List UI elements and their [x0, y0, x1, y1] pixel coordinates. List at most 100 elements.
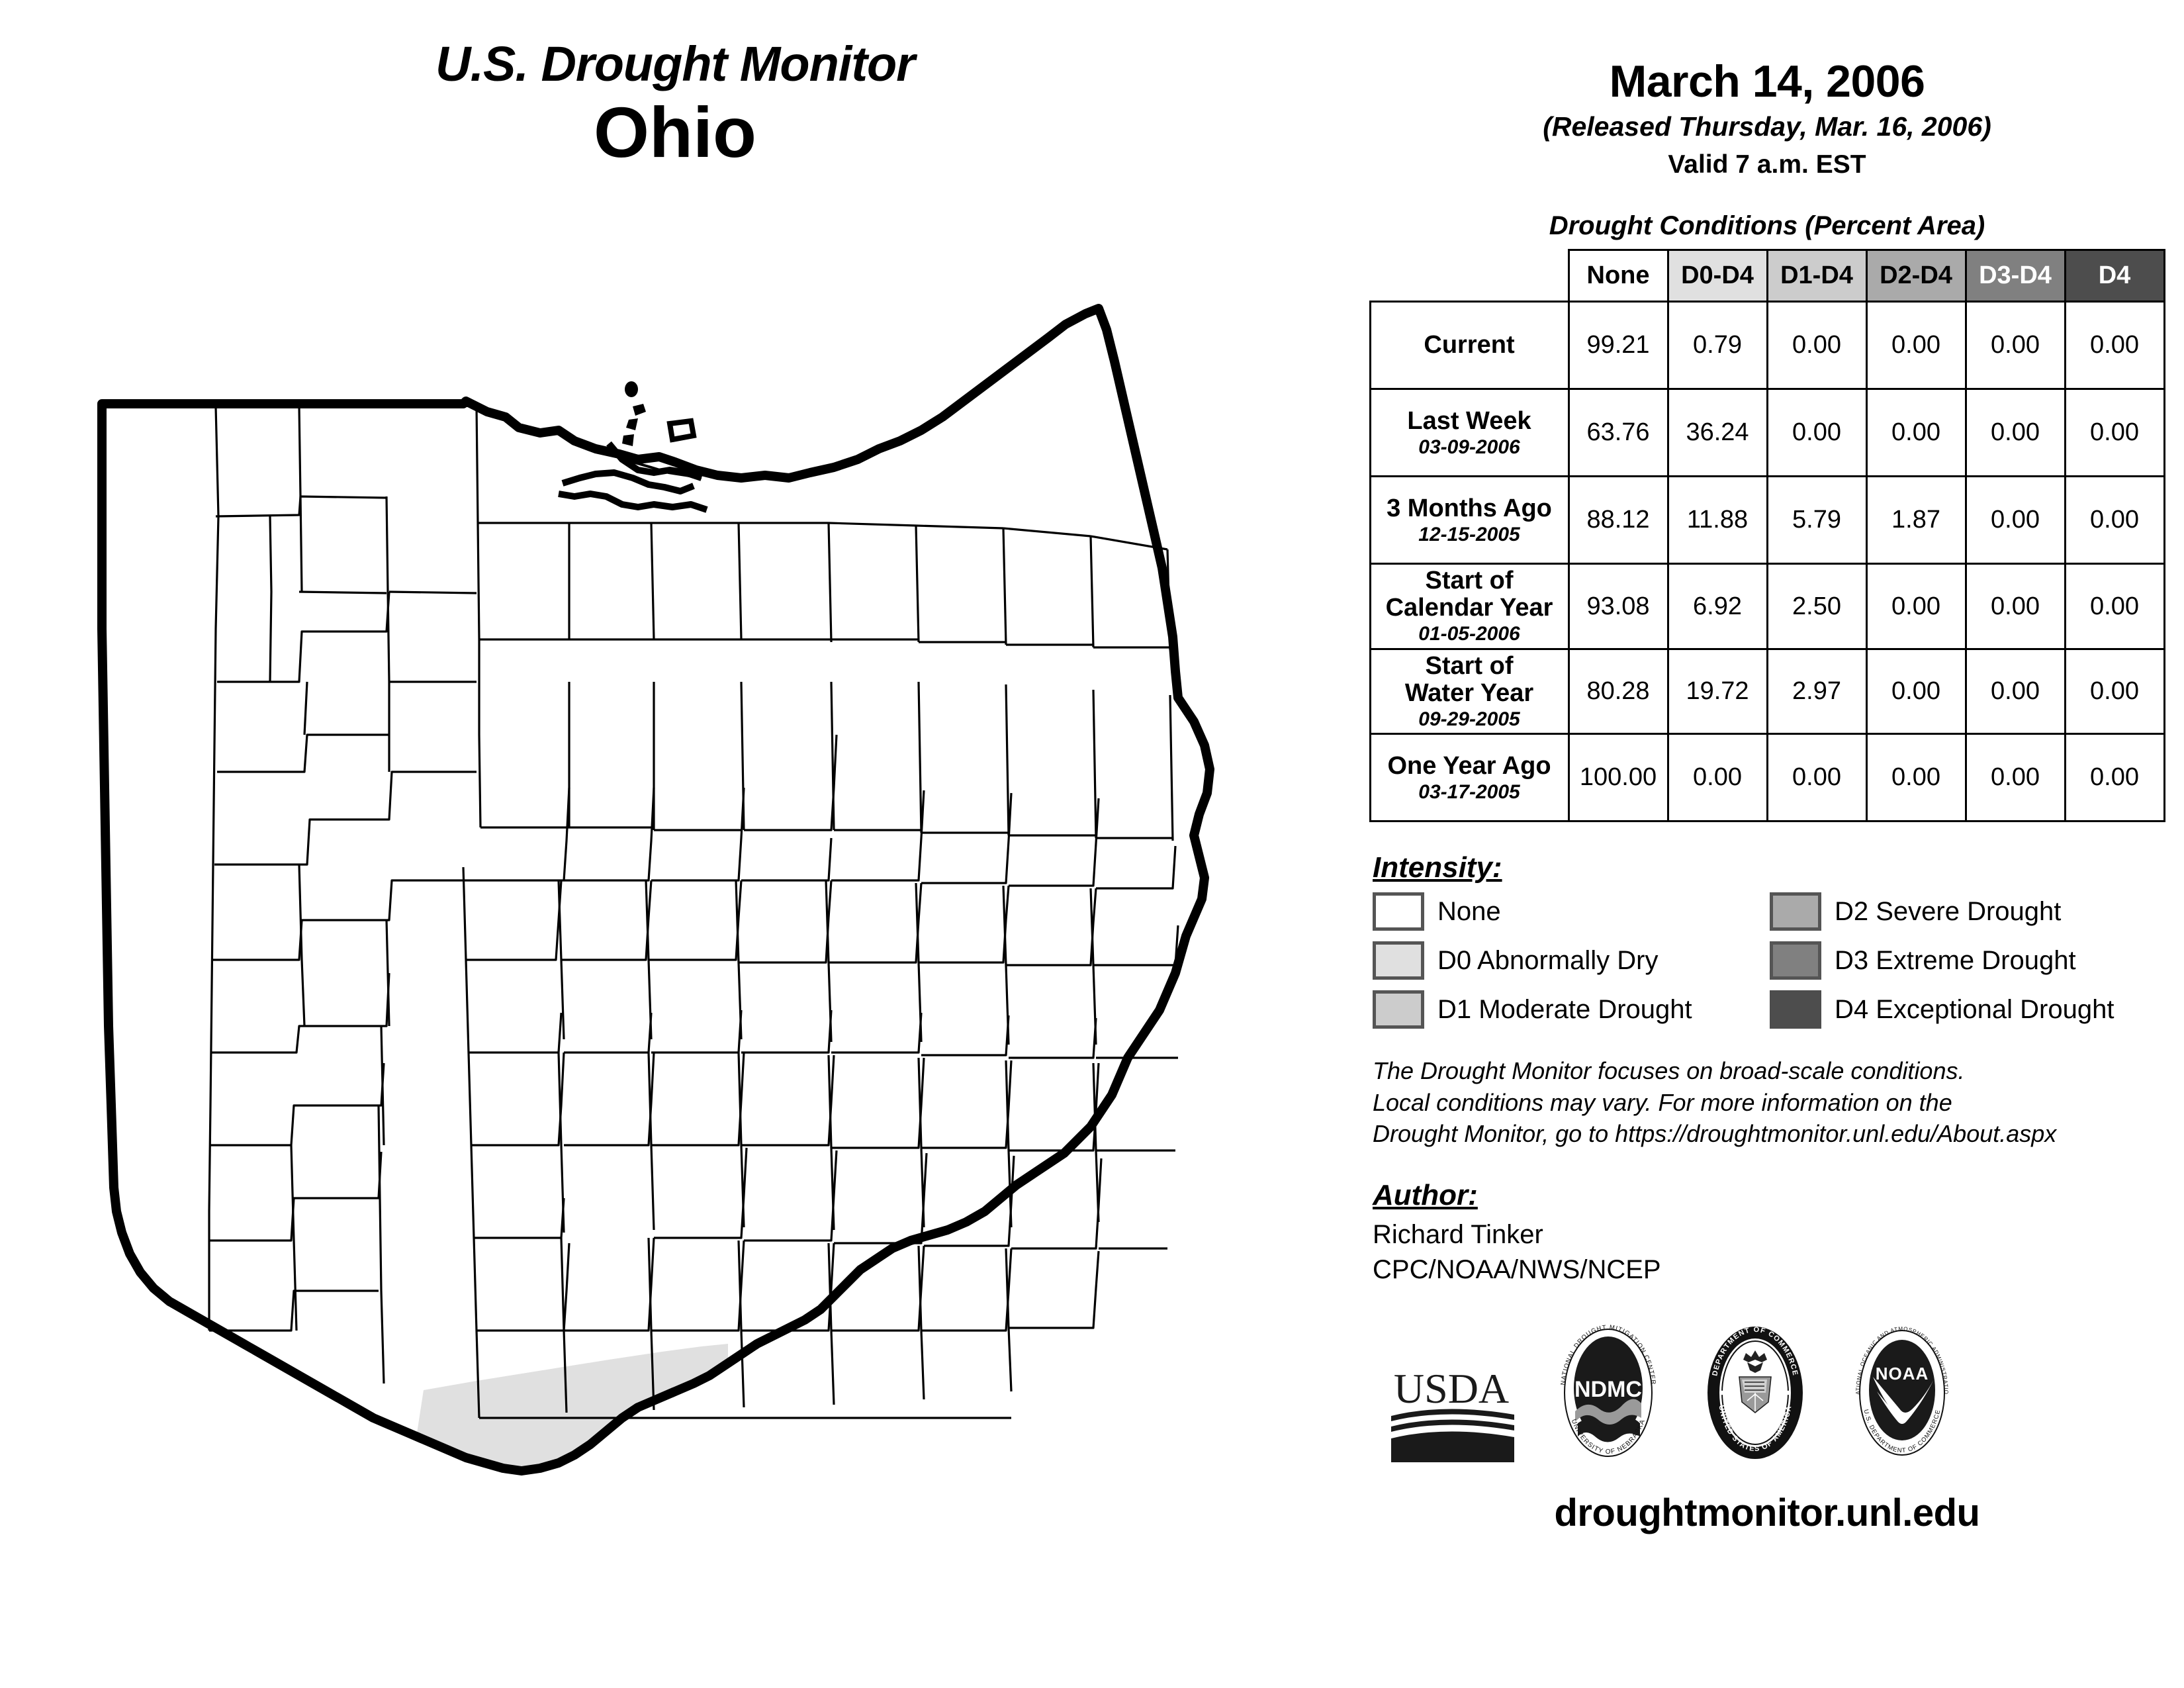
logo-row: USDA NDMC NATIONAL DROUGHT MITIGATION CE… [1382, 1319, 2184, 1464]
cell-caly-d0d4: 6.92 [1666, 563, 1768, 650]
cell-3months-none: 88.12 [1567, 475, 1669, 565]
cell-caly-d3d4: 0.00 [1964, 563, 2066, 650]
cell-lastweek-d2d4: 0.00 [1865, 388, 1967, 478]
cell-3months-d2d4: 1.87 [1865, 475, 1967, 565]
cell-wy-d4: 0.00 [2064, 647, 2165, 735]
legend-swatch-d4 [1770, 990, 1821, 1029]
table-row: Start of Water Year 09-29-2005 80.28 19.… [1369, 647, 2165, 735]
legend-label-d2: D2 Severe Drought [1835, 897, 2062, 927]
row-label-current: Current [1369, 301, 1570, 391]
cell-wy-d0d4: 19.72 [1666, 647, 1768, 735]
legend-label-d0: D0 Abnormally Dry [1437, 946, 1659, 976]
legend-item-none: None [1373, 892, 1770, 931]
table-header-row: None D0-D4 D1-D4 D2-D4 D3-D4 D4 [1370, 249, 2165, 303]
legend-label-d4: D4 Exceptional Drought [1835, 995, 2115, 1025]
cell-oya-d1d4: 0.00 [1766, 733, 1868, 823]
intensity-legend: None D2 Severe Drought D0 Abnormally Dry… [1373, 892, 2184, 1029]
ndmc-logo: NDMC NATIONAL DROUGHT MITIGATION CENTER … [1559, 1324, 1656, 1458]
cell-oya-d2d4: 0.00 [1865, 733, 1967, 823]
cell-caly-d1d4: 2.50 [1766, 563, 1868, 650]
cell-3months-d1d4: 5.79 [1766, 475, 1868, 565]
release-date: (Released Thursday, Mar. 16, 2006) [1543, 111, 1991, 142]
map-panel: U.S. Drought Monitor Ohio [40, 36, 1324, 1582]
legend-swatch-d0 [1373, 941, 1424, 980]
info-panel: March 14, 2006 (Released Thursday, Mar. … [1350, 0, 2184, 1688]
cell-oya-d0d4: 0.00 [1666, 733, 1768, 823]
row-label-3-months-ago: 3 Months Ago 12-15-2005 [1369, 475, 1570, 565]
table-row: Last Week 03-09-2006 63.76 36.24 0.00 0.… [1369, 388, 2165, 478]
cell-oya-none: 100.00 [1567, 733, 1669, 823]
table-caption: Drought Conditions (Percent Area) [1549, 211, 1985, 241]
cell-caly-d4: 0.00 [2064, 563, 2165, 650]
legend-swatch-d1 [1373, 990, 1424, 1029]
cell-oya-d3d4: 0.00 [1964, 733, 2066, 823]
cell-3months-d0d4: 11.88 [1666, 475, 1768, 565]
cell-current-d0d4: 0.79 [1666, 301, 1768, 391]
column-header-d2d4: D2-D4 [1865, 249, 1967, 303]
cell-lastweek-none: 63.76 [1567, 388, 1669, 478]
author-name: Richard Tinker [1373, 1219, 1543, 1249]
intensity-heading: Intensity: [1373, 851, 1502, 884]
cell-current-d1d4: 0.00 [1766, 301, 1868, 391]
county-boundaries [208, 400, 1179, 1419]
column-header-d3d4: D3-D4 [1964, 249, 2066, 303]
legend-label-d3: D3 Extreme Drought [1835, 946, 2076, 976]
legend-swatch-none [1373, 892, 1424, 931]
legend-item-d0: D0 Abnormally Dry [1373, 941, 1770, 980]
column-header-d4: D4 [2064, 249, 2165, 303]
row-label-one-year-ago: One Year Ago 03-17-2005 [1369, 733, 1570, 823]
row-label-last-week: Last Week 03-09-2006 [1369, 388, 1570, 478]
ohio-map-svg[interactable] [40, 285, 1324, 1582]
svg-text:NOAA: NOAA [1876, 1364, 1929, 1383]
cell-wy-d2d4: 0.00 [1865, 647, 1967, 735]
table-row: One Year Ago 03-17-2005 100.00 0.00 0.00… [1369, 733, 2165, 823]
cell-lastweek-d3d4: 0.00 [1964, 388, 2066, 478]
legend-item-d4: D4 Exceptional Drought [1770, 990, 2167, 1029]
legend-item-d3: D3 Extreme Drought [1770, 941, 2167, 980]
drought-conditions-table: None D0-D4 D1-D4 D2-D4 D3-D4 D4 Current … [1369, 249, 2165, 823]
legend-swatch-d3 [1770, 941, 1821, 980]
cell-caly-none: 93.08 [1567, 563, 1669, 650]
cell-oya-d4: 0.00 [2064, 733, 2165, 823]
table-corner-cell [1370, 250, 1569, 302]
legend-item-d1: D1 Moderate Drought [1373, 990, 1770, 1029]
table-row: Current 99.21 0.79 0.00 0.00 0.00 0.00 [1369, 301, 2165, 391]
cell-current-none: 99.21 [1567, 301, 1669, 391]
noaa-logo: NOAA NATIONAL OCEANIC AND ATMOSPHERIC AD… [1843, 1319, 1948, 1456]
cell-wy-none: 80.28 [1567, 647, 1669, 735]
cell-caly-d2d4: 0.00 [1865, 563, 1967, 650]
usda-logo: USDA [1391, 1365, 1514, 1463]
row-label-start-water-year: Start of Water Year 09-29-2005 [1369, 647, 1570, 735]
footer-url[interactable]: droughtmonitor.unl.edu [1554, 1491, 1980, 1535]
column-header-d1d4: D1-D4 [1766, 249, 1868, 303]
disclaimer-line-1: The Drought Monitor focuses on broad-sca… [1373, 1057, 1965, 1085]
cell-lastweek-d4: 0.00 [2064, 388, 2165, 478]
cell-3months-d4: 0.00 [2064, 475, 2165, 565]
column-header-d0d4: D0-D4 [1666, 249, 1768, 303]
disclaimer-line-2: Local conditions may vary. For more info… [1373, 1088, 1952, 1116]
ohio-county-map[interactable] [40, 285, 1324, 1582]
disclaimer-text: The Drought Monitor focuses on broad-sca… [1373, 1055, 2184, 1150]
table-row: Start of Calendar Year 01-05-2006 93.08 … [1369, 563, 2165, 650]
cell-wy-d3d4: 0.00 [1964, 647, 2066, 735]
cell-3months-d3d4: 0.00 [1964, 475, 2066, 565]
cell-lastweek-d1d4: 0.00 [1766, 388, 1868, 478]
svg-text:NDMC: NDMC [1574, 1377, 1642, 1402]
table-row: 3 Months Ago 12-15-2005 88.12 11.88 5.79… [1369, 475, 2165, 565]
cell-lastweek-d0d4: 36.24 [1666, 388, 1768, 478]
legend-item-d2: D2 Severe Drought [1770, 892, 2167, 931]
issue-date: March 14, 2006 [1609, 56, 1925, 107]
cell-current-d4: 0.00 [2064, 301, 2165, 391]
cell-current-d2d4: 0.00 [1865, 301, 1967, 391]
doc-logo: DEPARTMENT OF COMMERCE UNITED STATES OF … [1707, 1326, 1803, 1460]
author-heading: Author: [1373, 1178, 1478, 1211]
page-title: U.S. Drought Monitor [435, 36, 915, 91]
cell-wy-d1d4: 2.97 [1766, 647, 1868, 735]
table-body: Current 99.21 0.79 0.00 0.00 0.00 0.00 L… [1369, 301, 2165, 823]
column-header-none: None [1567, 249, 1669, 303]
lake-erie-islands [622, 381, 697, 446]
disclaimer-line-3: Drought Monitor, go to https://droughtmo… [1373, 1120, 2057, 1148]
svg-text:USDA: USDA [1394, 1365, 1509, 1412]
date-block: March 14, 2006 (Released Thursday, Mar. … [1350, 0, 2184, 179]
legend-label-d1: D1 Moderate Drought [1437, 995, 1692, 1025]
